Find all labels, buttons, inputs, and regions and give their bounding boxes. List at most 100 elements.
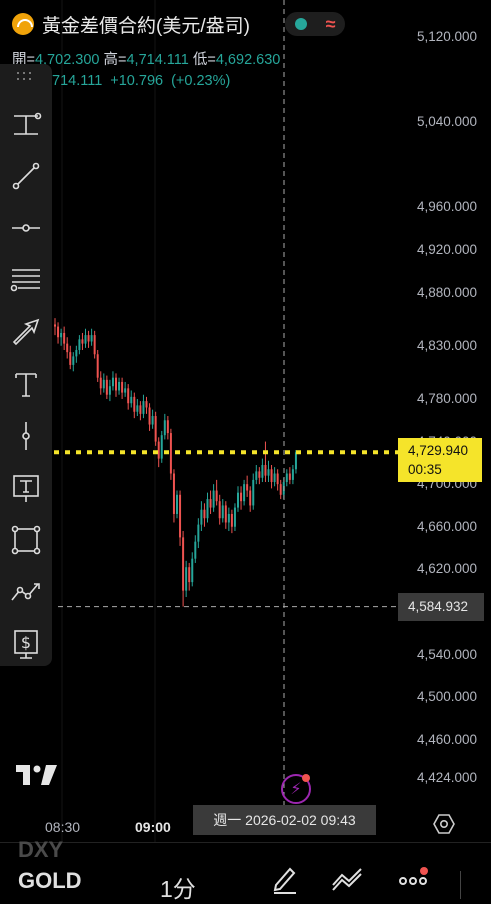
- cross-line-tool-icon[interactable]: [6, 104, 46, 144]
- change-percent: (+0.23%): [171, 73, 231, 89]
- candle: [133, 392, 136, 419]
- candle-body: [218, 501, 221, 519]
- candle: [145, 396, 148, 414]
- crosshair-time-tag: 週一 2026-02-02 09:43: [193, 805, 376, 835]
- fib-levels-tool-icon[interactable]: [6, 260, 46, 300]
- candle-body: [81, 339, 84, 344]
- path-tool-icon[interactable]: [6, 572, 46, 612]
- candle-body: [252, 479, 255, 506]
- candle-body: [291, 469, 294, 480]
- more-options-icon[interactable]: [397, 861, 431, 895]
- current-symbol[interactable]: GOLD: [18, 868, 82, 893]
- indicators-icon[interactable]: [330, 861, 364, 895]
- candle: [84, 328, 87, 348]
- price-axis-label: 4,540.000: [416, 646, 477, 662]
- candle: [142, 394, 145, 419]
- price-axis-label: 5,120.000: [416, 29, 477, 44]
- tradingview-logo-icon: [16, 765, 58, 790]
- candle: [151, 409, 154, 429]
- candle-body: [276, 473, 279, 485]
- candle-body: [206, 499, 209, 519]
- candle: [227, 507, 230, 531]
- candle: [163, 413, 166, 440]
- trend-line-tool-icon[interactable]: [6, 156, 46, 196]
- candle: [230, 509, 233, 534]
- candle-body: [188, 567, 191, 583]
- candle-body: [215, 490, 218, 502]
- drag-handle-icon[interactable]: [17, 72, 35, 82]
- low-label: 低=: [192, 52, 216, 68]
- current-price: 4,729.940: [408, 443, 469, 459]
- rectangle-tool-icon[interactable]: [6, 520, 46, 560]
- candle-body: [115, 377, 117, 391]
- price-label-tool-icon[interactable]: $: [6, 624, 46, 664]
- price-axis-label: 4,460.000: [416, 731, 477, 747]
- gold-crown-icon: [12, 13, 34, 35]
- flash-icon[interactable]: ⚡: [281, 774, 311, 804]
- vertical-line-tool-icon[interactable]: [6, 416, 46, 456]
- candle: [72, 352, 75, 372]
- candle: [194, 535, 197, 563]
- candle-body: [139, 405, 142, 414]
- candle: [267, 460, 270, 483]
- candle-body: [209, 499, 212, 508]
- candle-body: [99, 377, 102, 389]
- candle: [157, 437, 160, 468]
- candle-body: [233, 507, 236, 527]
- candle: [224, 501, 227, 529]
- candle-body: [224, 505, 227, 523]
- close-value: 714.111: [52, 73, 103, 89]
- candle: [249, 486, 252, 512]
- candle: [240, 486, 243, 510]
- text-box-tool-icon[interactable]: [6, 468, 46, 508]
- settings-hexagon-icon[interactable]: [432, 812, 456, 836]
- candle-body: [63, 332, 66, 344]
- candle-body: [255, 471, 258, 480]
- price-axis-label: 4,660.000: [416, 518, 477, 534]
- candle-body: [118, 381, 121, 391]
- candle-body: [121, 381, 124, 393]
- candle: [63, 326, 66, 351]
- candle-body: [264, 464, 267, 476]
- candle-body: [172, 473, 175, 514]
- market-status-pill[interactable]: ≈: [285, 12, 345, 36]
- horizontal-ray-tool-icon[interactable]: [6, 208, 46, 248]
- candle: [81, 332, 84, 351]
- symbol-header[interactable]: 黃金差價合約(美元/盎司): [12, 10, 250, 38]
- interval-button[interactable]: 1分: [160, 876, 196, 902]
- arrow-tool-icon[interactable]: [6, 312, 46, 352]
- candle: [206, 492, 209, 523]
- candle-body: [133, 396, 136, 412]
- candle-body: [237, 492, 239, 508]
- candle: [166, 416, 169, 440]
- candle: [179, 490, 182, 546]
- candle-body: [142, 401, 145, 414]
- candle-body: [130, 396, 133, 404]
- candle: [182, 531, 185, 607]
- price-chart[interactable]: [0, 0, 491, 842]
- price-axis-label: 4,920.000: [416, 241, 477, 257]
- candle-body: [240, 492, 243, 502]
- drawing-pen-icon[interactable]: [268, 861, 302, 895]
- candle-body: [221, 505, 224, 519]
- candle: [69, 345, 72, 370]
- candle-body: [87, 335, 90, 342]
- candle-body: [288, 473, 291, 480]
- price-axis-label: 4,620.000: [416, 561, 477, 577]
- candle: [197, 518, 200, 549]
- candle: [243, 479, 246, 506]
- candle-body: [163, 420, 166, 436]
- bar-countdown: 00:35: [408, 462, 442, 478]
- candle: [188, 562, 191, 591]
- high-value: 4,714.111: [126, 52, 189, 68]
- candle: [276, 469, 279, 491]
- text-tool-icon[interactable]: [6, 364, 46, 404]
- candle-body: [148, 407, 151, 425]
- candle-body: [127, 388, 130, 404]
- price-axis-label: 4,424.000: [416, 770, 477, 785]
- previous-symbol[interactable]: DXY: [18, 837, 64, 862]
- candle: [176, 490, 178, 519]
- candle: [136, 398, 139, 417]
- candle-body: [261, 464, 264, 478]
- candle: [127, 384, 130, 410]
